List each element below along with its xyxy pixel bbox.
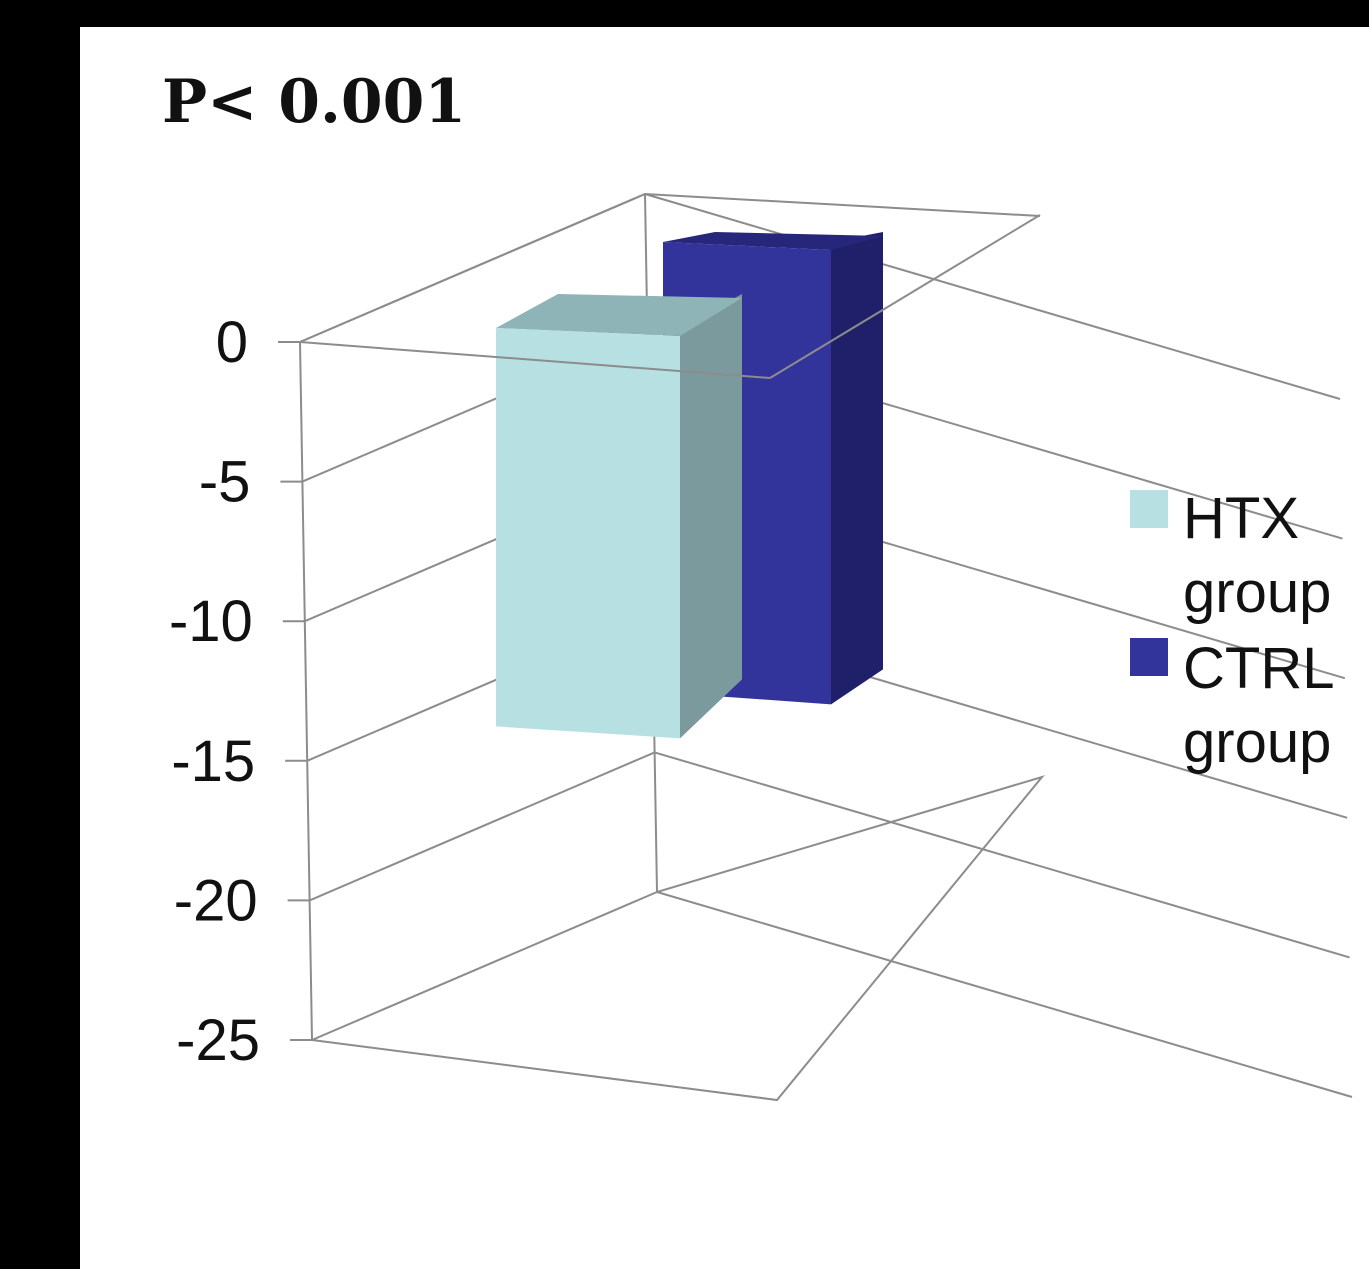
y-tick-labels: 0 -5 -10 -15 -20 -25 xyxy=(169,310,260,1073)
bar-htx-front xyxy=(496,328,680,739)
legend-swatch-ctrl xyxy=(1130,638,1168,676)
legend: HTX group CTRL group xyxy=(1130,486,1334,775)
bar-htx-top xyxy=(496,294,742,336)
y-tick-label: -10 xyxy=(169,589,253,654)
y-tick-label: -15 xyxy=(171,729,255,794)
bar-ctrl-side xyxy=(831,232,883,705)
back-wall-gridline xyxy=(644,193,1341,400)
p-value-annotation: P< 0.001 xyxy=(162,67,466,137)
legend-label-ctrl-line1: CTRL xyxy=(1183,636,1334,701)
bar-ctrl-top xyxy=(663,232,883,250)
back-wall-gridline xyxy=(654,751,1350,959)
zero-plane-back-edge xyxy=(299,192,1041,343)
y-tick-label: -5 xyxy=(199,450,251,515)
legend-item-ctrl: CTRL group xyxy=(1130,636,1334,775)
legend-label-ctrl-line2: group xyxy=(1183,710,1331,775)
bars xyxy=(496,232,883,739)
legend-item-htx: HTX group xyxy=(1130,486,1331,625)
zero-plane-right-edge xyxy=(769,214,1041,379)
left-wall-gridline xyxy=(311,891,658,1041)
back-wall-gridline xyxy=(656,891,1353,1098)
zero-plane-front-edge xyxy=(299,341,771,379)
legend-label-htx-line2: group xyxy=(1183,560,1331,625)
left-wall-gridline xyxy=(309,751,655,902)
y-axis-line xyxy=(299,341,313,1041)
y-axis xyxy=(278,341,1045,1102)
y-tick-label: -20 xyxy=(174,868,258,933)
floor-outline xyxy=(311,775,1045,1102)
y-tick-label: 0 xyxy=(216,310,248,375)
bar-htx-side xyxy=(680,294,742,739)
legend-label-htx-line1: HTX xyxy=(1183,486,1299,551)
y-tick-label: -25 xyxy=(176,1008,260,1073)
legend-swatch-htx xyxy=(1130,490,1168,528)
zero-plane-overlay xyxy=(299,192,1041,379)
